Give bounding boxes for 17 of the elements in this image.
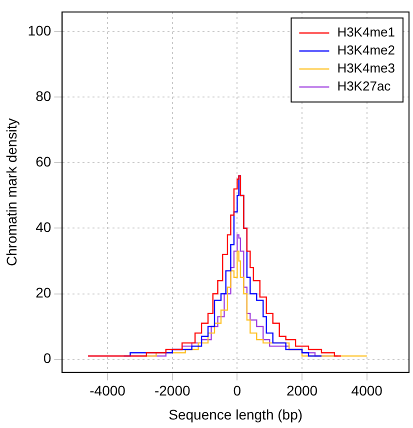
x-tick-label: 4000	[351, 382, 383, 399]
legend-label: H3K4me3	[337, 60, 396, 76]
x-tick-label: -4000	[90, 382, 126, 399]
x-tick-label: -2000	[154, 382, 190, 399]
legend-label: H3K4me2	[337, 42, 396, 58]
x-tick-label: 2000	[286, 382, 318, 399]
x-tick-label: 0	[233, 382, 242, 399]
y-tick-label: 100	[28, 22, 52, 39]
y-tick-label: 60	[36, 154, 52, 170]
y-tick-label: 20	[36, 284, 52, 301]
y-tick-label: 0	[43, 350, 52, 366]
x-axis-title: Sequence length (bp)	[168, 406, 303, 422]
legend-label: H3K27ac	[337, 78, 392, 94]
y-tick-label: 40	[36, 219, 52, 236]
y-axis-title: Chromatin mark density	[3, 118, 20, 266]
legend-label: H3K4me1	[337, 24, 396, 40]
y-tick-label: 80	[36, 88, 52, 104]
